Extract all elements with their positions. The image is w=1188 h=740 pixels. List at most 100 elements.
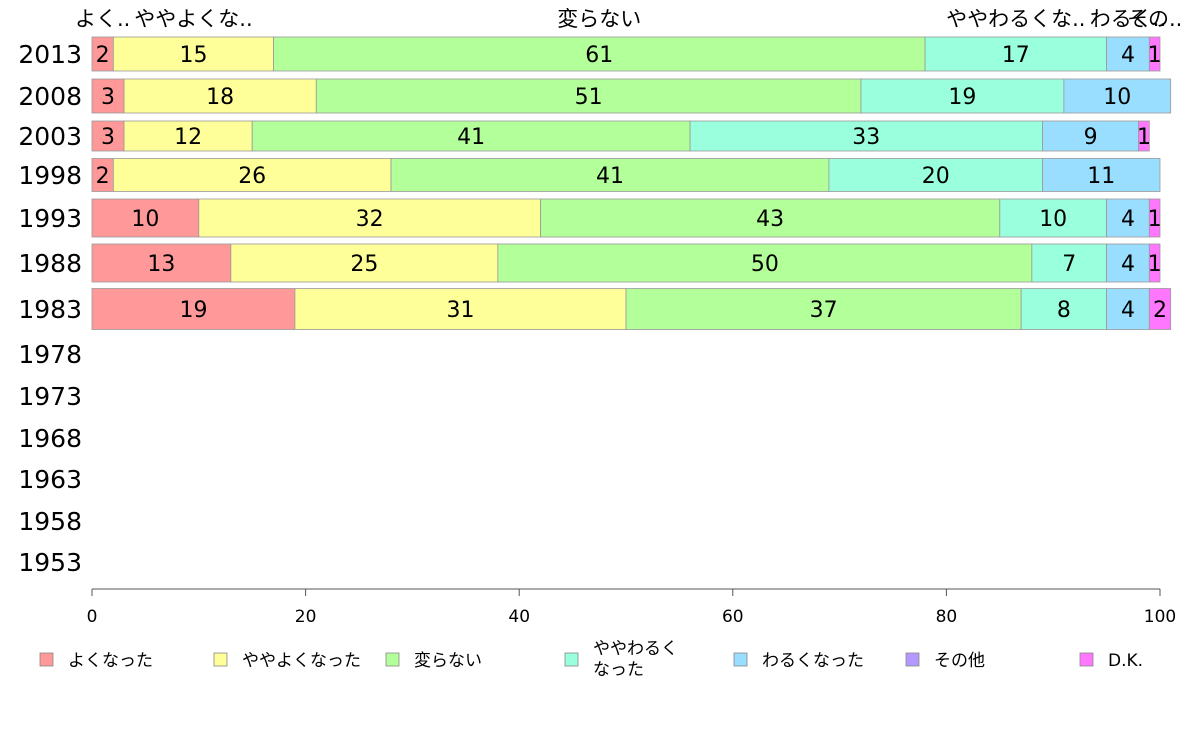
y-tick-label-2008: 2008 (18, 82, 82, 111)
legend-label-2-line-0: 変らない (414, 651, 482, 671)
y-tick-label-1958: 1958 (18, 507, 82, 536)
bar-2003-series-1 (123, 120, 253, 152)
legend-label-3-line-1: なった (593, 660, 644, 680)
top-label-0: よく.. (75, 7, 130, 31)
legend-label-4-line-0: わるくなった (762, 651, 864, 671)
bar-1983-series-2 (625, 288, 1022, 330)
legend-label-6: D.K. (1108, 651, 1143, 671)
data-label-2013-series-2: 61 (585, 43, 613, 68)
legend-swatch-5 (905, 652, 920, 667)
data-label-2013-series-1: 15 (179, 43, 207, 68)
bar-2003-series-2 (251, 120, 691, 152)
data-label-1993-series-1: 32 (356, 207, 384, 232)
bar-2008-series-0 (91, 78, 125, 114)
top-label-2: 変らない (557, 7, 641, 31)
data-label-1988-series-2: 50 (751, 252, 779, 277)
x-axis: 0 20 40 60 80 100 (87, 588, 1176, 627)
legend-label-5-line-0: その他 (934, 651, 985, 671)
top-label-3: ややわるくな.. (946, 7, 1085, 31)
bar-2008-series-3 (860, 78, 1065, 114)
bar-2013-series-6 (1148, 36, 1161, 72)
y-tick-label-1993: 1993 (18, 204, 82, 233)
bar-1998-series-4 (1042, 158, 1161, 192)
bar-1993-series-4 (1106, 198, 1150, 238)
bar-2003-series-6 (1138, 120, 1150, 152)
legend-swatch-4 (733, 652, 748, 667)
data-label-1998-series-0: 2 (96, 164, 110, 189)
bar-2003-series-4 (1042, 120, 1140, 152)
legend-swatch-2 (385, 652, 400, 667)
bar-1988-series-6 (1148, 243, 1161, 283)
bar-1983-series-6 (1148, 288, 1172, 330)
data-label-1993-series-4: 4 (1121, 207, 1135, 232)
bar-2003-series-3 (689, 120, 1043, 152)
data-label-1993-series-3: 10 (1039, 207, 1067, 232)
bar-2003-series-0 (91, 120, 125, 152)
top-labels: よく.. ややよくな.. 変らない ややわるくな.. わるく..その.. (75, 7, 1182, 31)
bar-2013-series-1 (112, 36, 274, 72)
data-label-2013-series-6: 1 (1148, 43, 1162, 68)
y-tick-label-1983: 1983 (18, 295, 82, 324)
data-label-2003-series-6: 1 (1137, 125, 1151, 150)
legend-label-1-line-0: ややよくなった (242, 651, 361, 671)
bar-1988-series-4 (1106, 243, 1150, 283)
data-label-1983-series-2: 37 (810, 298, 838, 323)
data-label-1983-series-3: 8 (1057, 298, 1071, 323)
bar-2008-series-4 (1063, 78, 1172, 114)
data-label-2013-series-4: 4 (1121, 43, 1135, 68)
x-tick-label-0: 0 (87, 607, 98, 627)
legend-label-3-line-0: ややわるく (593, 639, 678, 659)
data-label-1988-series-4: 4 (1121, 252, 1135, 277)
bar-1983-series-4 (1106, 288, 1150, 330)
bar-1993-series-0 (91, 198, 200, 238)
bar-1983-series-0 (91, 288, 296, 330)
legend-swatch-0 (39, 652, 54, 667)
bar-1993-series-3 (999, 198, 1107, 238)
y-tick-label-1978: 1978 (18, 340, 82, 369)
bar-1983-series-3 (1020, 288, 1107, 330)
data-label-1993-series-0: 10 (131, 207, 159, 232)
y-tick-label-1973: 1973 (18, 382, 82, 411)
data-label-2003-series-3: 33 (852, 125, 880, 150)
data-label-2008-series-4: 10 (1103, 85, 1131, 110)
data-label-1988-series-6: 1 (1148, 252, 1162, 277)
top-label-5: その.. (1127, 7, 1182, 31)
bar-2008-series-2 (315, 78, 862, 114)
data-label-2008-series-0: 3 (101, 85, 115, 110)
data-label-1988-series-0: 13 (147, 252, 175, 277)
data-label-1983-series-1: 31 (446, 298, 474, 323)
bar-1998-series-2 (390, 158, 830, 192)
y-tick-label-1963: 1963 (18, 465, 82, 494)
data-label-1993-series-2: 43 (756, 207, 784, 232)
x-tick-label-20: 20 (295, 607, 317, 627)
y-tick-label-1953: 1953 (18, 548, 82, 577)
data-label-2008-series-2: 51 (575, 85, 603, 110)
data-label-1998-series-1: 26 (238, 164, 266, 189)
legend-label-3: ややわるくなった (593, 639, 678, 680)
top-label-4: わるく.. (1090, 7, 1166, 31)
bar-1993-series-2 (540, 198, 1001, 238)
data-label-1998-series-4: 11 (1087, 164, 1115, 189)
data-label-2003-series-2: 41 (457, 125, 485, 150)
data-label-1993-series-6: 1 (1148, 207, 1162, 232)
legend-label-6-line-0: D.K. (1108, 651, 1143, 671)
data-label-2003-series-0: 3 (101, 125, 115, 150)
data-label-1983-series-0: 19 (179, 298, 207, 323)
data-label-1983-series-4: 4 (1121, 298, 1135, 323)
bar-1993-series-6 (1148, 198, 1161, 238)
bar-1988-series-3 (1031, 243, 1107, 283)
legend-label-0: よくなった (68, 651, 153, 671)
x-tick-label-100: 100 (1144, 607, 1176, 627)
data-label-1998-series-2: 41 (596, 164, 624, 189)
y-tick-label-2013: 2013 (18, 40, 82, 69)
data-label-1988-series-1: 25 (350, 252, 378, 277)
x-tick-label-40: 40 (508, 607, 530, 627)
legend-label-0-line-0: よくなった (68, 651, 153, 671)
legend-label-2: 変らない (414, 651, 482, 671)
data-label-2008-series-1: 18 (206, 85, 234, 110)
bar-1993-series-1 (198, 198, 541, 238)
y-tick-label-1968: 1968 (18, 424, 82, 453)
bar-2013-series-4 (1106, 36, 1150, 72)
